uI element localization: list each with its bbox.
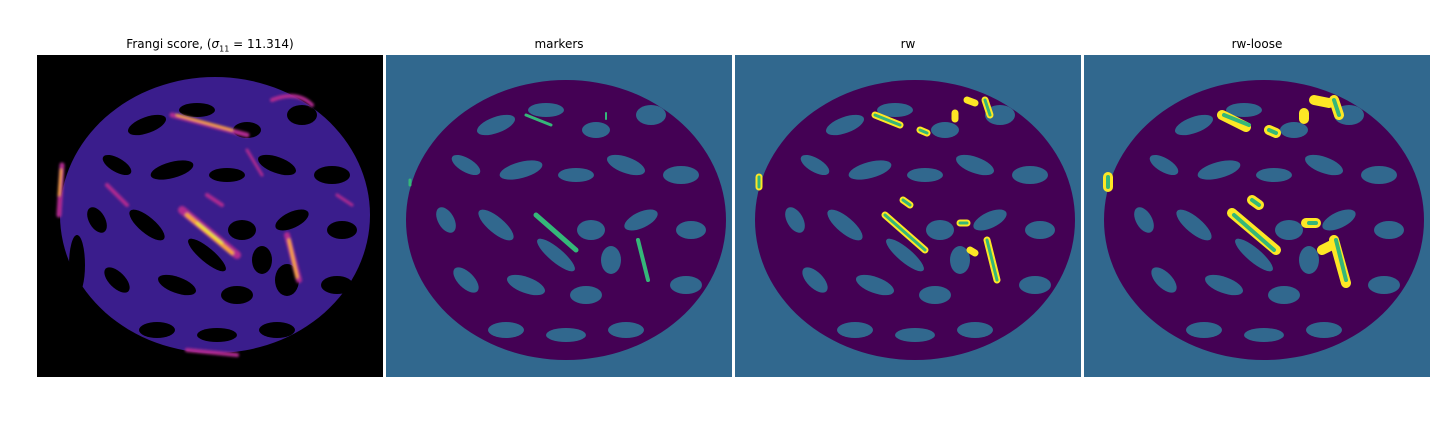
sigma-subscript: 11 — [219, 44, 230, 54]
frangi-holes — [69, 103, 375, 342]
label-tissue — [406, 80, 726, 360]
frangi-tissue — [60, 77, 370, 353]
label-tissue — [1104, 80, 1424, 360]
rw-loose-image-svg — [1084, 55, 1430, 377]
rw-image — [735, 55, 1081, 377]
title-suffix: = 11.314) — [229, 37, 294, 51]
markers-image-svg — [386, 55, 732, 377]
rw-vessels — [755, 96, 1001, 284]
frangi-vessels — [56, 94, 354, 357]
marker-seeds — [408, 112, 650, 282]
label-holes — [436, 103, 706, 342]
rw-image-svg — [735, 55, 1081, 377]
frangi-image-svg — [37, 55, 383, 377]
rw-loose-vessels — [1103, 95, 1351, 288]
label-tissue — [755, 80, 1075, 360]
frangi-score-image — [37, 55, 383, 377]
markers-image — [386, 55, 732, 377]
title-prefix: Frangi score, ( — [126, 37, 212, 51]
sigma-symbol: σ — [211, 37, 220, 51]
markers-panel-title: markers — [534, 37, 584, 51]
frangi-panel-title: Frangi score, (σ11 = 11.314) — [37, 37, 383, 56]
label-holes — [785, 103, 1055, 342]
rw-loose-image — [1084, 55, 1430, 377]
rw-panel-title: rw — [900, 37, 916, 51]
label-holes — [1134, 103, 1404, 342]
rw-loose-panel-title: rw-loose — [1231, 37, 1283, 51]
